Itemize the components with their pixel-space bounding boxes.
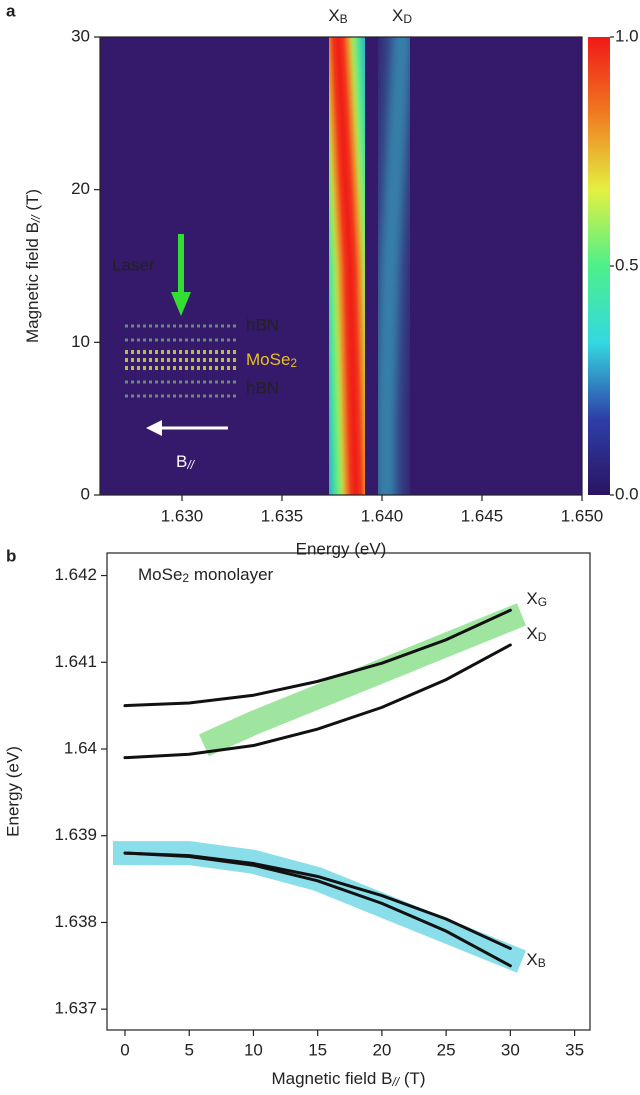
ridge (331, 37, 363, 495)
x-tick-label: 1.630 (161, 506, 204, 525)
layer-label-part: MoSe (246, 350, 290, 369)
y-tick-label: 1.641 (54, 652, 97, 671)
y-axis-label-part: // (29, 214, 43, 223)
series-label: XD (526, 624, 546, 644)
x-tick-label: 35 (565, 1040, 584, 1059)
field-label-part: // (186, 458, 195, 472)
series-label-part: D (538, 630, 547, 644)
ridge-label: XD (392, 6, 412, 26)
y-tick-label: 0 (81, 484, 90, 503)
x-axis-label-part: (T) (399, 1069, 425, 1088)
colorbar (588, 37, 610, 495)
y-tick-label: 1.64 (64, 738, 97, 757)
y-tick-label: 1.642 (54, 565, 97, 584)
x-tick-label: 1.640 (361, 506, 404, 525)
annotation-part: monolayer (189, 565, 273, 584)
panel-label: a (6, 1, 16, 20)
annotation: MoSe2 monolayer (138, 565, 274, 585)
layer-label: hBN (246, 378, 279, 397)
panel-label: b (6, 546, 16, 565)
colorbar-tick-label: 0.5 (615, 255, 639, 274)
y-axis-label: Energy (eV) (3, 746, 22, 837)
y-axis-label: Magnetic field B// (T) (23, 189, 43, 343)
x-axis-label-part: Magnetic field B (271, 1069, 392, 1088)
ridges (303, 37, 419, 495)
x-tick-label: 20 (372, 1040, 391, 1059)
ridge-label: XB (328, 6, 347, 26)
series-label-part: G (538, 595, 547, 609)
plot-frame (99, 36, 583, 496)
x-tick-label: 0 (120, 1040, 129, 1059)
annotation-part: 2 (182, 571, 189, 585)
x-tick-label: 1.635 (261, 506, 304, 525)
fit-line (123, 608, 512, 708)
x-tick-label: 1.650 (561, 506, 604, 525)
y-tick-label: 1.638 (54, 912, 97, 931)
fit-line (123, 851, 512, 968)
x-axis-label: Magnetic field B// (T) (271, 1069, 425, 1089)
ridge (377, 37, 411, 495)
annotation-part: MoSe (138, 565, 182, 584)
x-axis-label: Energy (eV) (296, 539, 387, 558)
x-tick-label: 1.645 (461, 506, 504, 525)
ridge-label-part: X (328, 6, 339, 25)
data-band (199, 603, 526, 757)
series-label: XG (526, 590, 547, 610)
series-label-part: X (526, 590, 537, 609)
x-tick-label: 25 (437, 1040, 456, 1059)
ridge-label-part: D (403, 12, 412, 26)
y-tick-label: 10 (71, 332, 90, 351)
x-axis-label-part: // (391, 1075, 400, 1089)
x-tick-label: 15 (308, 1040, 327, 1059)
field-label-part: B (176, 452, 187, 471)
y-tick-label: 1.639 (54, 825, 97, 844)
field-label: B// (176, 452, 196, 472)
ridge-label-part: X (392, 6, 403, 25)
layer-label: hBN (246, 315, 279, 334)
series-label-part: B (538, 956, 546, 970)
series-label-part: X (526, 624, 537, 643)
colorbar-tick-label: 0.0 (615, 484, 639, 503)
y-tick-label: 20 (71, 179, 90, 198)
y-axis-label-part: (T) (23, 189, 42, 215)
laser-label: Laser (112, 255, 155, 274)
data-band (112, 841, 526, 973)
x-tick-label: 10 (244, 1040, 263, 1059)
x-tick-label: 5 (184, 1040, 193, 1059)
series-label: XB (526, 951, 545, 971)
layer-label-part: 2 (290, 356, 297, 370)
series-label-part: X (526, 951, 537, 970)
x-tick-label: 30 (501, 1040, 520, 1059)
fit-line (123, 643, 512, 760)
layer-label: MoSe2 (246, 350, 297, 370)
ridge-label-part: B (340, 12, 348, 26)
plot-frame (106, 552, 591, 1031)
y-tick-label: 1.637 (54, 999, 97, 1018)
colorbar-tick-label: 1.0 (615, 26, 639, 45)
y-axis-label-part: Magnetic field B (23, 222, 42, 343)
y-tick-label: 30 (71, 26, 90, 45)
crystal-inset (125, 234, 238, 436)
